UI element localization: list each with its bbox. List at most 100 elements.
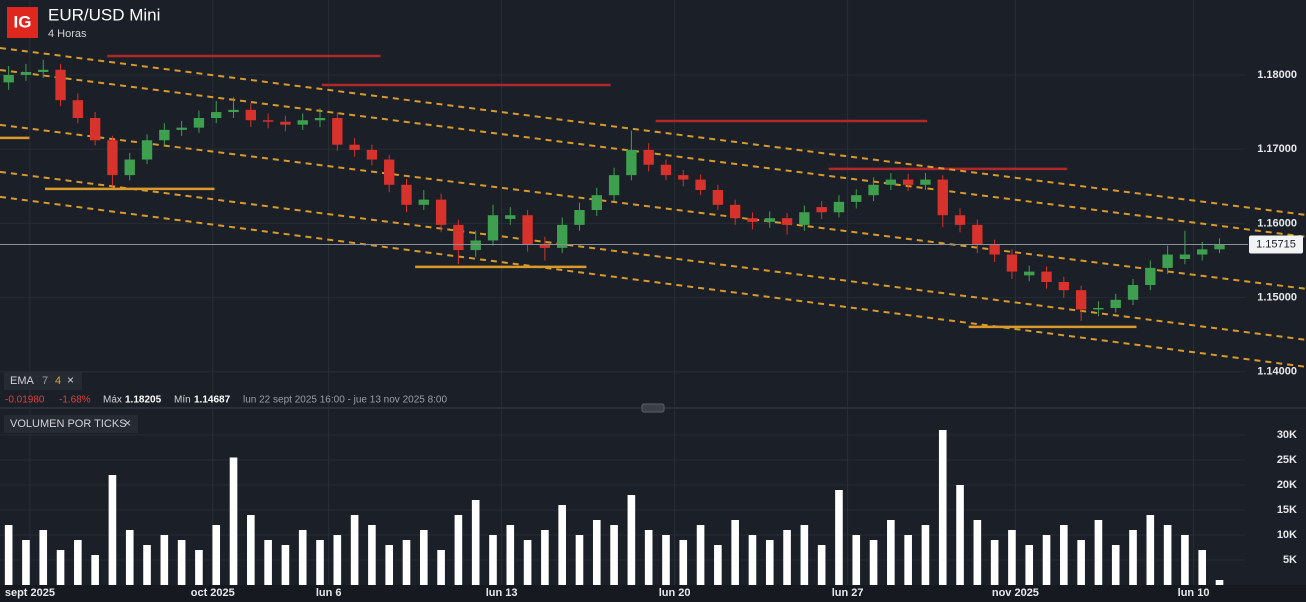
last-price-box [1249, 235, 1303, 254]
volume-bar [783, 530, 791, 585]
candle-body [764, 218, 775, 222]
volume-layer [4, 430, 1224, 585]
y-tick-label: 20K [1277, 479, 1297, 491]
indicator-name: EMA [10, 375, 35, 387]
candle-body [505, 215, 516, 219]
candle-body [902, 179, 914, 185]
candle-body [1058, 282, 1070, 291]
candle-body [107, 140, 118, 176]
candle-body [626, 149, 637, 176]
axes-layer: 1.14000 1.15000 1.16000 1.17000 1.18000 1.157… [5, 69, 1303, 599]
volume-bar [333, 535, 342, 585]
x-tick-label: lun 6 [316, 587, 342, 599]
candle-body [176, 127, 187, 130]
candle-body [55, 69, 66, 101]
volume-bar [1215, 580, 1224, 585]
candle-body [314, 117, 326, 121]
candle-body [1162, 254, 1173, 268]
volume-bar [558, 505, 566, 585]
candle-body [280, 121, 291, 125]
logo-box [7, 7, 38, 38]
y-tick-label: 30K [1277, 429, 1297, 441]
candle-body [211, 112, 222, 118]
x-tick-label: lun 27 [832, 587, 864, 599]
candle-body [228, 109, 239, 113]
candle-body [747, 218, 758, 222]
candle-body [833, 201, 845, 213]
volume-bar [160, 535, 169, 585]
candle-body [799, 212, 810, 225]
indicator-param: 7 [42, 375, 48, 387]
candle-body [1093, 307, 1104, 310]
volume-bar [1181, 535, 1189, 585]
volume-bar [143, 545, 151, 585]
volume-bar [437, 550, 445, 585]
x-tick-label: oct 2025 [191, 587, 235, 599]
logo: IG [14, 12, 32, 31]
volume-bar [385, 545, 394, 585]
volume-bar [39, 530, 48, 585]
volume-bar [74, 540, 82, 585]
candle-body [608, 175, 620, 196]
y-tick-label: 15K [1277, 504, 1297, 516]
candle-body [989, 244, 1000, 255]
x-tick-label: lun 20 [659, 587, 691, 599]
volume-bar [316, 540, 324, 585]
candle-body [678, 175, 689, 180]
x-tick-label: lun 13 [486, 587, 518, 599]
candle-body [1179, 254, 1191, 259]
indicator-chip[interactable] [4, 372, 82, 390]
volume-chip[interactable] [4, 415, 138, 433]
candle-body [712, 189, 724, 205]
volume-bar [696, 525, 705, 585]
volume-bar [247, 515, 255, 585]
volume-bar [229, 457, 238, 585]
instrument-title: EUR/USD Mini [48, 5, 160, 24]
candle-body [141, 140, 153, 160]
x-tick-label: lun 10 [1178, 587, 1210, 599]
volume-bar [575, 535, 584, 585]
volume-bar [662, 535, 670, 585]
volume-bar [419, 530, 428, 585]
candle-body [366, 149, 378, 160]
volume-bar [22, 540, 30, 585]
volume-bar [4, 525, 13, 585]
candle-body [297, 120, 308, 125]
volume-bar [869, 540, 878, 585]
volume-bar [195, 550, 203, 585]
volume-bar [990, 540, 999, 585]
candle-body [781, 218, 793, 225]
time-axis-strip [0, 585, 1306, 602]
indicator-close[interactable]: × [67, 373, 74, 387]
volume-bar [541, 530, 549, 585]
y-tick-label: 1.17000 [1257, 143, 1297, 155]
volume-bar [973, 520, 982, 585]
y-tick-label: 25K [1277, 454, 1297, 466]
volume-bar [938, 430, 947, 585]
candle-body [643, 149, 654, 165]
volume-bar [592, 520, 601, 585]
candle-body [1006, 254, 1018, 272]
y-tick-label: 10K [1277, 529, 1297, 541]
candle-body [193, 117, 205, 128]
volume-bar [644, 530, 653, 585]
candle-body [1024, 271, 1035, 276]
volume-close[interactable]: × [124, 416, 131, 430]
candle-body [1214, 244, 1225, 250]
volume-bar [506, 525, 515, 585]
volume-bar [454, 515, 463, 585]
y-tick-label: 1.15000 [1257, 291, 1297, 303]
volume-bar [212, 525, 221, 585]
volume-bar [852, 535, 861, 585]
candle-body [522, 215, 533, 245]
candle-body [401, 184, 412, 205]
candle-body [937, 179, 948, 216]
candle-body [591, 195, 602, 211]
pane-resize-handle[interactable] [641, 403, 665, 413]
candle-body [3, 74, 14, 83]
candle-body [487, 215, 499, 241]
volume-bar [281, 545, 290, 585]
